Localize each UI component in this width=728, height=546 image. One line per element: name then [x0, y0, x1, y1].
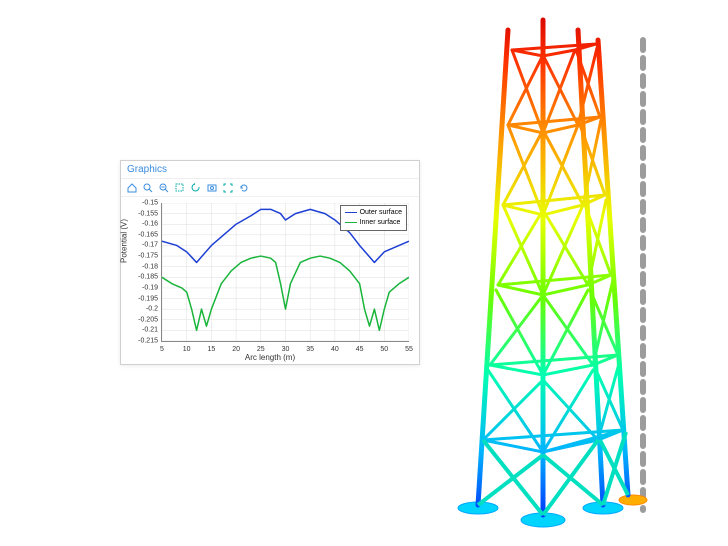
x-axis-label: Arc length (m)	[245, 353, 295, 362]
select-icon[interactable]	[175, 183, 185, 193]
ytick: -0.21	[128, 327, 158, 334]
xtick: 15	[207, 346, 215, 353]
ytick: -0.215	[128, 338, 158, 345]
xtick: 20	[232, 346, 240, 353]
xtick: 5	[160, 346, 164, 353]
zoom-out-icon[interactable]	[159, 183, 169, 193]
ytick: -0.19	[128, 284, 158, 291]
xtick: 25	[257, 346, 265, 353]
tower-chords	[478, 20, 628, 515]
home-icon[interactable]	[127, 183, 137, 193]
ytick: -0.17	[128, 242, 158, 249]
window-title-bar: Graphics	[121, 161, 419, 179]
graphics-window: Graphics Potential (V) Arc length (m) -0…	[120, 160, 420, 365]
stage: Graphics Potential (V) Arc length (m) -0…	[0, 0, 728, 546]
xtick: 40	[331, 346, 339, 353]
xtick: 50	[380, 346, 388, 353]
xtick: 55	[405, 346, 413, 353]
tower-render	[448, 10, 658, 530]
xtick: 45	[356, 346, 364, 353]
snapshot-icon[interactable]	[207, 183, 217, 193]
legend-swatch-inner	[345, 222, 357, 223]
ytick: -0.175	[128, 253, 158, 260]
legend: Outer surface Inner surface	[340, 205, 407, 231]
ytick: -0.155	[128, 210, 158, 217]
expand-icon[interactable]	[223, 183, 233, 193]
ytick: -0.16	[128, 221, 158, 228]
ytick: -0.165	[128, 231, 158, 238]
window-title: Graphics	[127, 164, 167, 175]
legend-label-outer: Outer surface	[360, 208, 402, 218]
legend-swatch-outer	[345, 212, 357, 213]
xtick: 10	[183, 346, 191, 353]
ytick: -0.15	[128, 200, 158, 207]
refresh-icon[interactable]	[239, 183, 249, 193]
legend-label-inner: Inner surface	[360, 218, 401, 228]
rotate-icon[interactable]	[191, 183, 201, 193]
ytick: -0.205	[128, 316, 158, 323]
ytick: -0.195	[128, 295, 158, 302]
plot-area: -0.15-0.155-0.16-0.165-0.17-0.175-0.18-0…	[161, 203, 409, 342]
ytick: -0.185	[128, 274, 158, 281]
ytick: -0.2	[128, 306, 158, 313]
ytick: -0.18	[128, 263, 158, 270]
xtick: 30	[282, 346, 290, 353]
zoom-in-icon[interactable]	[143, 183, 153, 193]
legend-item-inner: Inner surface	[345, 218, 402, 228]
xtick: 35	[306, 346, 314, 353]
graphics-toolbar	[121, 179, 419, 197]
tower-svg	[448, 10, 658, 530]
legend-item-outer: Outer surface	[345, 208, 402, 218]
